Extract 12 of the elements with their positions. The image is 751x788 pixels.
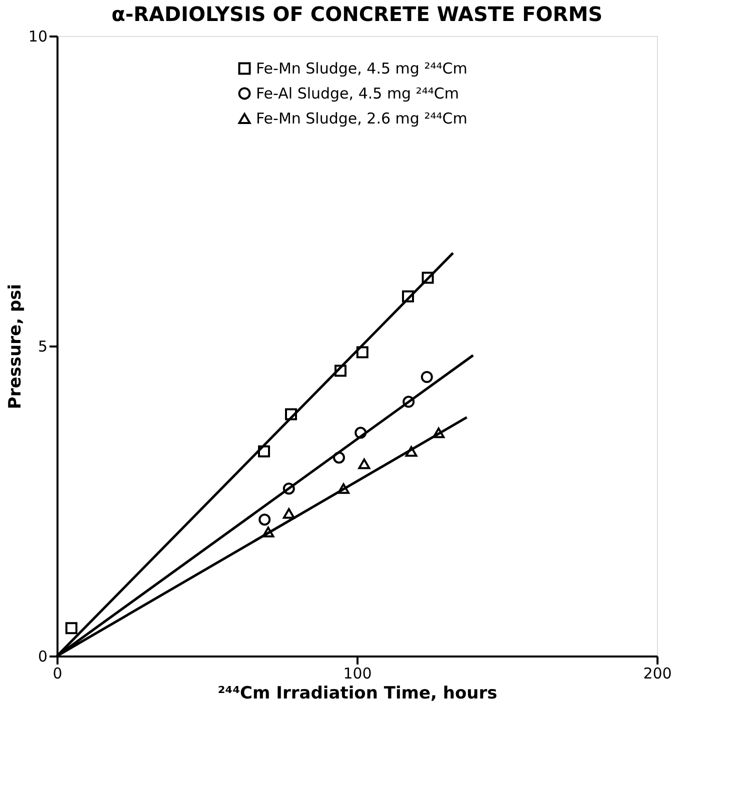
x-tick-label: 100 (343, 664, 372, 682)
legend-label: Fe-Al Sludge, 4.5 mg ²⁴⁴Cm (256, 84, 459, 102)
x-tick-label: 0 (52, 664, 62, 682)
legend-label: Fe-Mn Sludge, 4.5 mg ²⁴⁴Cm (256, 60, 468, 78)
x-tick-label: 200 (643, 664, 672, 682)
y-tick-label: 0 (38, 648, 48, 666)
y-axis-title: Pressure, psi (5, 284, 26, 410)
y-tick-label: 5 (38, 338, 48, 356)
chart-title: α-RADIOLYSIS OF CONCRETE WASTE FORMS (111, 2, 603, 26)
y-tick-label: 10 (28, 28, 48, 46)
x-axis-title: ²⁴⁴Cm Irradiation Time, hours (218, 684, 498, 704)
legend-label: Fe-Mn Sludge, 2.6 mg ²⁴⁴Cm (256, 110, 468, 128)
